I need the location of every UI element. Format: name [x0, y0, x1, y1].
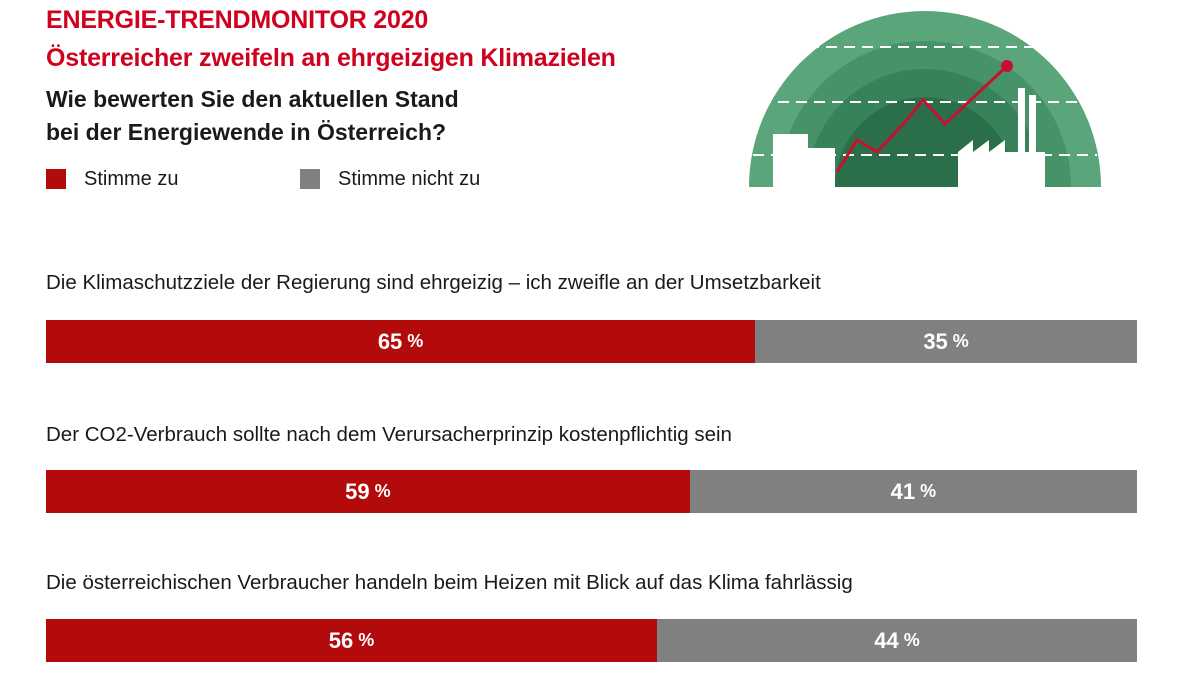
bar-segment-disagree: 35% — [755, 320, 1137, 363]
statement-label-2: Der CO2-Verbrauch sollte nach dem Verurs… — [46, 423, 732, 446]
data-label-unit: % — [952, 331, 969, 351]
data-label-value: 35 — [923, 328, 948, 354]
legend-item-disagree: Stimme nicht zu — [300, 166, 480, 192]
data-label-unit: % — [407, 331, 424, 351]
bar-segment-agree: 56% — [46, 619, 657, 662]
bar-segment-disagree: 41% — [689, 470, 1137, 513]
data-label-value: 65 — [377, 328, 403, 354]
data-label-unit: % — [374, 481, 391, 501]
legend-swatch-agree — [46, 169, 66, 189]
data-label-unit: % — [903, 630, 920, 650]
data-label-value: 44 — [874, 627, 899, 653]
bar-row-1: 65% 35% — [46, 320, 1137, 363]
question-line-2: bei der Energiewende in Österreich? — [46, 119, 447, 145]
legend-swatch-disagree — [300, 169, 320, 189]
bar-segment-agree: 59% — [46, 470, 690, 513]
statement-label-1: Die Klimaschutzziele der Regierung sind … — [46, 271, 821, 294]
chart-title: ENERGIE-TRENDMONITOR 2020 — [46, 6, 429, 34]
data-label-value: 41 — [890, 478, 916, 504]
data-label-value: 56 — [328, 627, 354, 653]
legend-label-agree: Stimme zu — [84, 167, 179, 190]
bar-row-2: 59% 41% — [46, 470, 1137, 513]
trend-line — [835, 64, 1009, 173]
data-label-unit: % — [358, 630, 375, 650]
data-label-value: 59 — [345, 478, 370, 504]
data-label-unit: % — [920, 481, 937, 501]
trend-point — [1001, 60, 1013, 72]
question-line-1: Wie bewerten Sie den aktuellen Stand — [46, 86, 459, 112]
bar-segment-disagree: 44% — [656, 619, 1137, 662]
statement-label-3: Die österreichischen Verbraucher handeln… — [46, 571, 853, 594]
factory-icon — [958, 88, 1045, 187]
legend-item-agree: Stimme zu — [46, 166, 178, 192]
bar-segment-agree: 65% — [46, 320, 756, 363]
energy-transition-illustration — [749, 11, 1101, 187]
chart-subtitle: Österreicher zweifeln an ehrgeizigen Kli… — [46, 44, 616, 72]
bar-row-3: 56% 44% — [46, 619, 1137, 662]
building-icon — [773, 134, 835, 187]
survey-question: Wie bewerten Sie den aktuellen Stand bei… — [46, 83, 459, 149]
legend-label-disagree: Stimme nicht zu — [338, 167, 481, 190]
